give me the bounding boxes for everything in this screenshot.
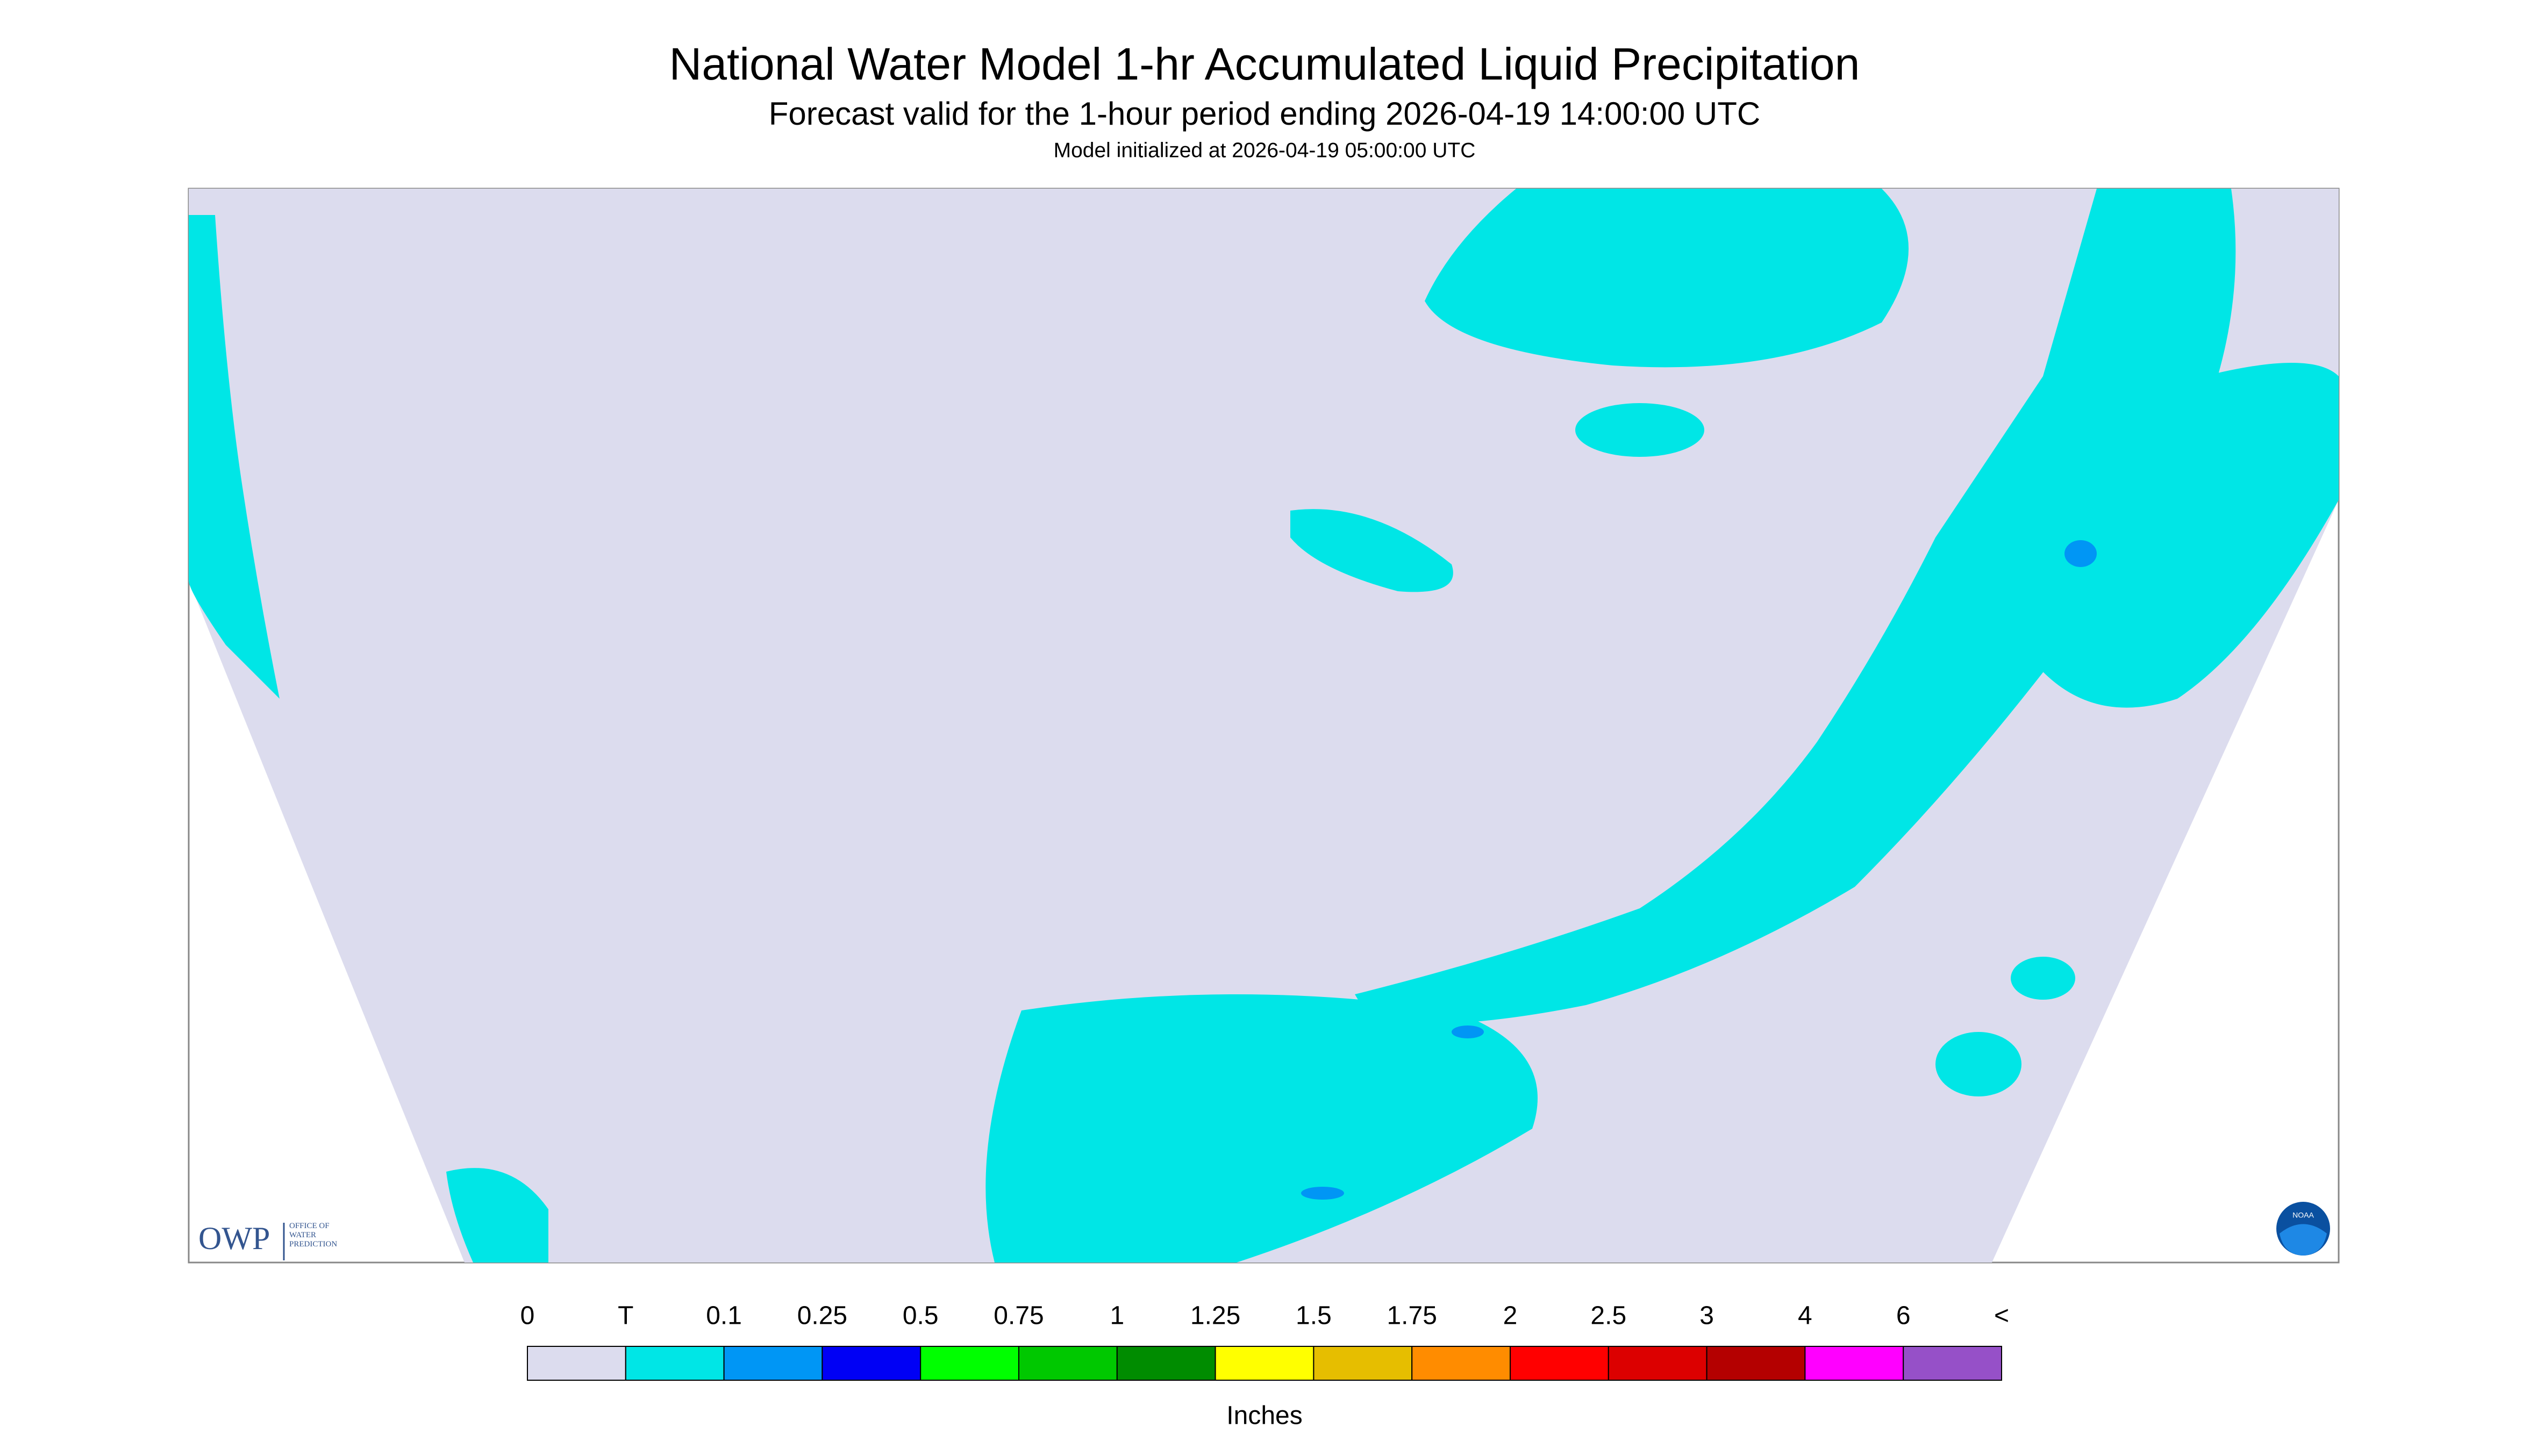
precip-area — [189, 215, 280, 699]
precip-area — [2043, 363, 2339, 708]
owp-logo: OWP OFFICE OF WATER PREDICTION — [198, 1221, 337, 1260]
legend-swatch — [723, 1346, 823, 1381]
legend-label: < — [1994, 1302, 2009, 1330]
legend-label: 0.1 — [706, 1302, 742, 1330]
legend-label: 0.75 — [994, 1302, 1044, 1330]
legend-label: 6 — [1896, 1302, 1911, 1330]
legend-swatch — [1804, 1346, 1904, 1381]
precip-area — [1301, 1187, 1344, 1200]
noaa-logo: NOAA — [2276, 1202, 2330, 1256]
precip-area — [1355, 189, 2236, 1024]
legend-label: 0.5 — [903, 1302, 939, 1330]
precip-area — [1425, 189, 1909, 368]
legend-swatch — [821, 1346, 921, 1381]
owp-subtext: OFFICE OF WATER PREDICTION — [289, 1222, 337, 1249]
precip-areas — [189, 189, 2339, 1263]
legend-swatch — [1608, 1346, 1708, 1381]
legend-swatch — [625, 1346, 725, 1381]
legend: 0 T 0.1 0.25 0.5 0.75 1 1.25 1.5 1.75 2 2.5 3 4 6 < — [520, 1302, 2009, 1381]
legend-label: 1 — [1110, 1302, 1124, 1330]
legend-label: 1.25 — [1190, 1302, 1240, 1330]
precip-area — [1452, 1025, 1484, 1038]
legend-label: 0 — [520, 1302, 535, 1330]
legend-unit: Inches — [1226, 1402, 1302, 1430]
precip-heavy — [1301, 540, 2097, 1200]
precip-area — [446, 1168, 548, 1263]
legend-label: 4 — [1798, 1302, 1812, 1330]
legend-label: T — [618, 1302, 633, 1330]
noaa-text: NOAA — [2292, 1211, 2314, 1220]
owp-line: OFFICE OF — [289, 1222, 330, 1230]
subtitle: Forecast valid for the 1-hour period end… — [769, 96, 1760, 132]
legend-swatch — [527, 1346, 626, 1381]
precip-area — [1935, 1032, 2021, 1096]
legend-swatch — [1116, 1346, 1216, 1381]
precip-area — [1290, 509, 1453, 592]
legend-swatch — [1411, 1346, 1511, 1381]
legend-swatch — [1510, 1346, 1609, 1381]
precip-area — [985, 994, 1538, 1263]
legend-swatch — [920, 1346, 1019, 1381]
legend-label: 2.5 — [1590, 1302, 1626, 1330]
legend-label: 1.5 — [1296, 1302, 1332, 1330]
title: National Water Model 1-hr Accumulated Li… — [669, 39, 1860, 89]
legend-swatch — [1903, 1346, 2002, 1381]
precip-area — [1575, 403, 1704, 457]
model-domain — [189, 189, 2339, 1263]
legend-swatch — [1313, 1346, 1413, 1381]
owp-line: WATER — [289, 1231, 316, 1239]
legend-label: 1.75 — [1387, 1302, 1437, 1330]
init-time: Model initialized at 2026-04-19 05:00:00… — [1054, 139, 1476, 162]
legend-swatch — [1018, 1346, 1118, 1381]
precip-area — [2064, 540, 2097, 567]
map — [188, 188, 2340, 1264]
precip-area — [2011, 957, 2075, 1000]
legend-label: 2 — [1503, 1302, 1518, 1330]
noaa-wave — [2280, 1224, 2327, 1256]
legend-label: 0.25 — [797, 1302, 847, 1330]
owp-line: PREDICTION — [289, 1240, 337, 1249]
legend-label: 3 — [1699, 1302, 1714, 1330]
legend-swatch — [1215, 1346, 1314, 1381]
legend-swatch — [1706, 1346, 1806, 1381]
owp-text: OWP — [198, 1221, 270, 1256]
